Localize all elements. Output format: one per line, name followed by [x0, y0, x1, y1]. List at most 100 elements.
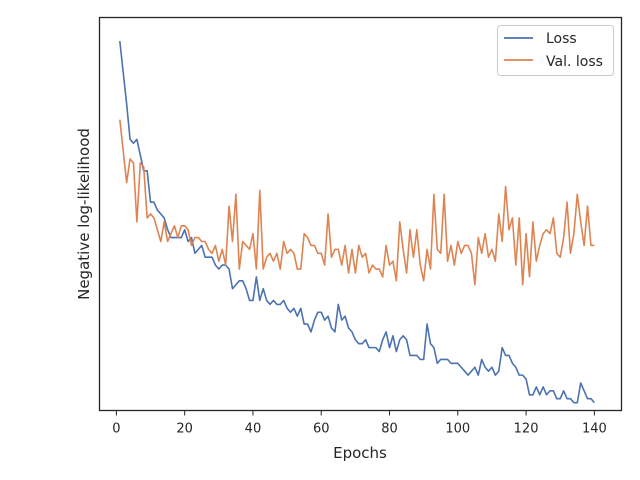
data-point-val-loss	[478, 237, 479, 238]
data-point-val-loss	[386, 245, 387, 246]
data-point-val-loss	[252, 233, 253, 234]
data-point-val-loss	[228, 206, 229, 207]
data-point-loss	[389, 347, 390, 348]
data-point-loss	[505, 355, 506, 356]
data-point-val-loss	[467, 245, 468, 246]
data-point-val-loss	[331, 257, 332, 258]
data-point-val-loss	[293, 253, 294, 254]
data-point-val-loss	[512, 217, 513, 218]
data-point-val-loss	[222, 249, 223, 250]
data-point-loss	[437, 363, 438, 364]
data-point-loss	[300, 308, 301, 309]
data-point-val-loss	[307, 237, 308, 238]
data-point-val-loss	[317, 253, 318, 254]
data-point-val-loss	[198, 237, 199, 238]
data-point-val-loss	[133, 162, 134, 163]
data-point-loss	[587, 398, 588, 399]
data-point-val-loss	[536, 261, 537, 262]
data-point-loss	[222, 264, 223, 265]
data-point-loss	[293, 308, 294, 309]
data-point-val-loss	[447, 261, 448, 262]
data-point-val-loss	[334, 249, 335, 250]
data-point-loss	[488, 371, 489, 372]
data-point-loss	[252, 300, 253, 301]
data-point-loss	[536, 386, 537, 387]
data-point-loss	[423, 359, 424, 360]
data-point-loss	[198, 249, 199, 250]
data-point-val-loss	[266, 257, 267, 258]
data-point-loss	[471, 371, 472, 372]
data-point-val-loss	[437, 249, 438, 250]
data-point-loss	[266, 300, 267, 301]
data-point-loss	[553, 390, 554, 391]
data-point-loss	[454, 363, 455, 364]
x-tick-label: 120	[514, 422, 539, 437]
data-point-loss	[269, 304, 270, 305]
data-point-loss	[147, 170, 148, 171]
data-point-loss	[549, 390, 550, 391]
data-point-loss	[327, 316, 328, 317]
data-point-val-loss	[327, 213, 328, 214]
data-point-loss	[341, 320, 342, 321]
data-point-loss	[440, 359, 441, 360]
data-point-val-loss	[505, 186, 506, 187]
data-point-loss	[382, 339, 383, 340]
data-point-val-loss	[433, 194, 434, 195]
data-point-val-loss	[413, 257, 414, 258]
data-point-val-loss	[191, 245, 192, 246]
data-point-val-loss	[177, 237, 178, 238]
data-point-val-loss	[560, 257, 561, 258]
data-point-loss	[317, 312, 318, 313]
series-line-loss	[119, 40, 595, 404]
data-point-loss	[228, 268, 229, 269]
data-point-val-loss	[457, 241, 458, 242]
data-point-loss	[495, 375, 496, 376]
data-point-loss	[420, 359, 421, 360]
data-point-val-loss	[420, 264, 421, 265]
data-point-val-loss	[396, 280, 397, 281]
data-point-val-loss	[549, 233, 550, 234]
data-point-loss	[556, 398, 557, 399]
data-point-loss	[304, 323, 305, 324]
data-point-val-loss	[543, 233, 544, 234]
data-point-loss	[280, 304, 281, 305]
data-point-loss	[379, 351, 380, 352]
data-point-val-loss	[310, 245, 311, 246]
data-point-loss	[426, 323, 427, 324]
data-point-loss	[430, 343, 431, 344]
data-point-val-loss	[239, 268, 240, 269]
data-point-val-loss	[341, 264, 342, 265]
data-point-loss	[457, 363, 458, 364]
data-point-val-loss	[201, 241, 202, 242]
data-point-val-loss	[205, 241, 206, 242]
data-point-val-loss	[403, 249, 404, 250]
data-point-loss	[529, 394, 530, 395]
data-point-val-loss	[379, 268, 380, 269]
data-point-loss	[532, 394, 533, 395]
data-point-val-loss	[590, 245, 591, 246]
data-point-val-loss	[471, 253, 472, 254]
data-point-loss	[502, 347, 503, 348]
data-point-val-loss	[170, 233, 171, 234]
data-point-loss	[546, 394, 547, 395]
data-point-loss	[276, 304, 277, 305]
data-point-loss	[508, 355, 509, 356]
data-point-loss	[310, 331, 311, 332]
data-point-loss	[345, 316, 346, 317]
data-point-val-loss	[256, 268, 257, 269]
data-point-val-loss	[461, 253, 462, 254]
data-point-val-loss	[153, 217, 154, 218]
x-tick-label: 0	[112, 422, 120, 437]
data-point-val-loss	[454, 264, 455, 265]
data-point-val-loss	[580, 221, 581, 222]
series-val-loss	[119, 119, 595, 286]
data-point-val-loss	[164, 221, 165, 222]
data-point-val-loss	[123, 151, 124, 152]
x-axis-label: Epochs	[333, 444, 387, 462]
data-point-loss	[150, 202, 151, 203]
data-point-loss	[594, 402, 595, 403]
data-point-loss	[239, 280, 240, 281]
legend: Loss Val. loss	[497, 25, 614, 76]
legend-label-loss: Loss	[546, 31, 577, 47]
